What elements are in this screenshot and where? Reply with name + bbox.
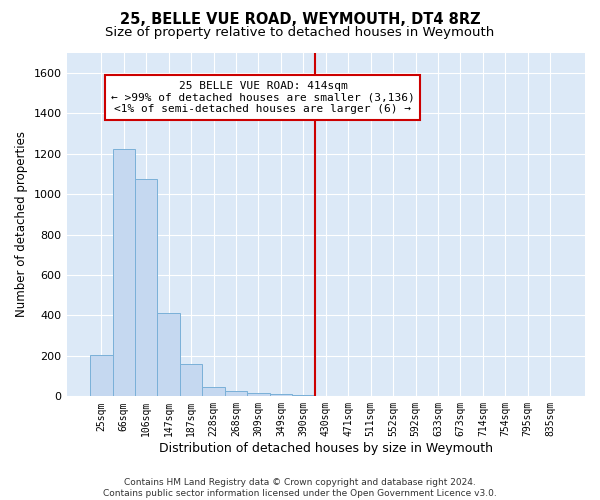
Y-axis label: Number of detached properties: Number of detached properties — [15, 132, 28, 318]
X-axis label: Distribution of detached houses by size in Weymouth: Distribution of detached houses by size … — [159, 442, 493, 455]
Bar — [247, 393, 269, 396]
Bar — [90, 355, 113, 397]
Bar — [202, 387, 225, 396]
Text: 25 BELLE VUE ROAD: 414sqm
← >99% of detached houses are smaller (3,136)
<1% of s: 25 BELLE VUE ROAD: 414sqm ← >99% of deta… — [111, 81, 415, 114]
Bar — [157, 314, 180, 396]
Bar — [135, 179, 157, 396]
Text: 25, BELLE VUE ROAD, WEYMOUTH, DT4 8RZ: 25, BELLE VUE ROAD, WEYMOUTH, DT4 8RZ — [119, 12, 481, 28]
Text: Contains HM Land Registry data © Crown copyright and database right 2024.
Contai: Contains HM Land Registry data © Crown c… — [103, 478, 497, 498]
Bar — [225, 391, 247, 396]
Text: Size of property relative to detached houses in Weymouth: Size of property relative to detached ho… — [106, 26, 494, 39]
Bar — [113, 148, 135, 396]
Bar — [269, 394, 292, 396]
Bar — [180, 364, 202, 396]
